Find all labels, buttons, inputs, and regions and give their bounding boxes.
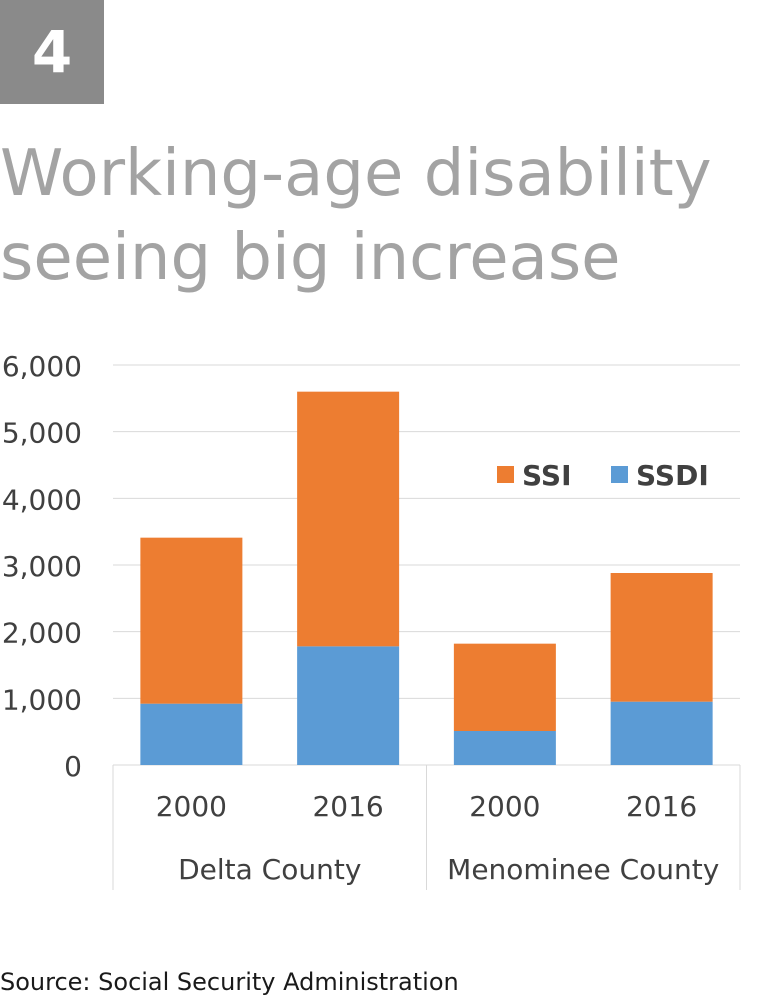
y-tick-label: 2,000 bbox=[2, 617, 82, 650]
legend-label-ssdi: SSDI bbox=[636, 459, 709, 492]
y-tick-label: 0 bbox=[64, 750, 82, 783]
x-tick-label: 2016 bbox=[312, 790, 383, 823]
chart-title-line-1: Working-age disability bbox=[0, 137, 712, 211]
y-tick-label: 5,000 bbox=[2, 417, 82, 450]
x-tick-label: 2000 bbox=[469, 790, 540, 823]
bar-ssdi bbox=[297, 646, 400, 765]
x-tick-label: 2016 bbox=[626, 790, 697, 823]
figure-number-badge: 4 bbox=[0, 0, 104, 104]
bar-ssi bbox=[140, 537, 243, 704]
bar-ssi bbox=[297, 391, 400, 647]
group-label: Menominee County bbox=[447, 853, 719, 886]
bar-ssi bbox=[453, 643, 556, 731]
legend-swatch-ssi bbox=[497, 466, 514, 483]
chart-title-line-2: seeing big increase bbox=[0, 221, 621, 295]
x-tick-label: 2000 bbox=[156, 790, 227, 823]
chart-title: Working-age disability seeing big increa… bbox=[0, 132, 760, 300]
bar-ssdi bbox=[140, 703, 243, 765]
group-label: Delta County bbox=[178, 853, 361, 886]
source-note: Source: Social Security Administration bbox=[0, 968, 459, 996]
bar-ssi bbox=[610, 573, 713, 702]
y-tick-label: 1,000 bbox=[2, 683, 82, 716]
bar-ssdi bbox=[610, 701, 713, 765]
y-tick-label: 6,000 bbox=[2, 350, 82, 383]
legend-label-ssi: SSI bbox=[522, 459, 572, 492]
y-tick-label: 4,000 bbox=[2, 483, 82, 516]
y-tick-label: 3,000 bbox=[2, 550, 82, 583]
stacked-bar-chart: 0 1,000 2,000 3,000 4,000 5,000 6,000 2000 2016 2… bbox=[2, 350, 741, 890]
legend-swatch-ssdi bbox=[611, 466, 628, 483]
bar-ssdi bbox=[453, 731, 556, 765]
